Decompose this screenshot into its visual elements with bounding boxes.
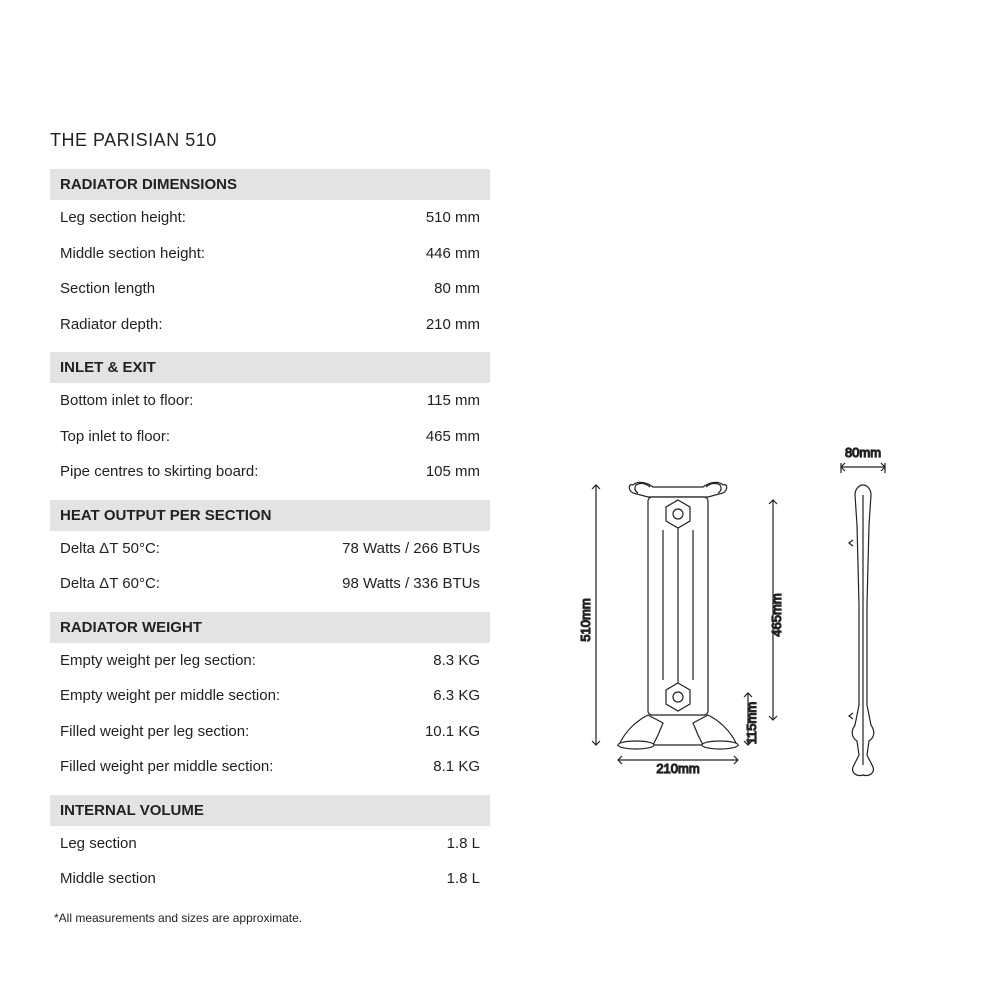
row-value: 8.1 KG	[433, 757, 480, 777]
diagram-area: 510mm 465mm 115mm 210mm	[530, 130, 950, 950]
row-value: 510 mm	[426, 208, 480, 228]
table-row: Leg section1.8 L	[50, 826, 490, 862]
row-label: Filled weight per middle section:	[60, 757, 433, 777]
svg-text:465mm: 465mm	[769, 593, 784, 636]
row-value: 6.3 KG	[433, 686, 480, 706]
row-label: Delta ΔT 60°C:	[60, 574, 342, 594]
svg-text:80mm: 80mm	[844, 445, 880, 460]
row-label: Filled weight per leg section:	[60, 722, 425, 742]
row-label: Section length	[60, 279, 434, 299]
row-value: 210 mm	[426, 315, 480, 335]
table-row: Leg section height:510 mm	[50, 200, 490, 236]
row-label: Radiator depth:	[60, 315, 426, 335]
row-value: 115 mm	[427, 391, 480, 411]
table-row: Radiator depth:210 mm	[50, 307, 490, 343]
table-row: Delta ΔT 50°C:78 Watts / 266 BTUs	[50, 531, 490, 567]
table-row: Middle section height:446 mm	[50, 236, 490, 272]
row-value: 8.3 KG	[433, 651, 480, 671]
row-label: Middle section	[60, 869, 447, 889]
product-title: THE PARISIAN 510	[50, 130, 490, 151]
table-row: Pipe centres to skirting board:105 mm	[50, 454, 490, 490]
row-label: Empty weight per middle section:	[60, 686, 433, 706]
row-value: 105 mm	[426, 462, 480, 482]
row-value: 78 Watts / 266 BTUs	[342, 539, 480, 559]
table-row: Filled weight per middle section:8.1 KG	[50, 749, 490, 785]
row-label: Top inlet to floor:	[60, 427, 426, 447]
svg-text:510mm: 510mm	[578, 598, 593, 641]
row-value: 80 mm	[434, 279, 480, 299]
table-row: Empty weight per middle section:6.3 KG	[50, 678, 490, 714]
row-label: Delta ΔT 50°C:	[60, 539, 342, 559]
row-label: Middle section height:	[60, 244, 426, 264]
volume-header: INTERNAL VOLUME	[50, 795, 490, 826]
inlet-header: INLET & EXIT	[50, 352, 490, 383]
radiator-front-diagram: 510mm 465mm 115mm 210mm	[578, 445, 798, 775]
row-value: 465 mm	[426, 427, 480, 447]
table-row: Delta ΔT 60°C:98 Watts / 336 BTUs	[50, 566, 490, 602]
svg-text:115mm: 115mm	[744, 702, 759, 744]
row-value: 10.1 KG	[425, 722, 480, 742]
table-row: Filled weight per leg section:10.1 KG	[50, 714, 490, 750]
spec-table: THE PARISIAN 510 RADIATOR DIMENSIONS Leg…	[50, 130, 530, 950]
table-row: Top inlet to floor:465 mm	[50, 419, 490, 455]
table-row: Bottom inlet to floor:115 mm	[50, 383, 490, 419]
row-label: Empty weight per leg section:	[60, 651, 433, 671]
row-value: 1.8 L	[447, 869, 480, 889]
svg-text:210mm: 210mm	[656, 761, 699, 775]
weight-header: RADIATOR WEIGHT	[50, 612, 490, 643]
row-label: Leg section height:	[60, 208, 426, 228]
row-label: Bottom inlet to floor:	[60, 391, 427, 411]
dimensions-header: RADIATOR DIMENSIONS	[50, 169, 490, 200]
table-row: Empty weight per leg section:8.3 KG	[50, 643, 490, 679]
row-label: Leg section	[60, 834, 447, 854]
row-value: 446 mm	[426, 244, 480, 264]
row-value: 98 Watts / 336 BTUs	[342, 574, 480, 594]
row-label: Pipe centres to skirting board:	[60, 462, 426, 482]
heat-header: HEAT OUTPUT PER SECTION	[50, 500, 490, 531]
footnote: *All measurements and sizes are approxim…	[50, 911, 490, 925]
table-row: Section length80 mm	[50, 271, 490, 307]
row-value: 1.8 L	[447, 834, 480, 854]
table-row: Middle section1.8 L	[50, 861, 490, 897]
radiator-side-diagram: 80mm	[823, 445, 903, 805]
